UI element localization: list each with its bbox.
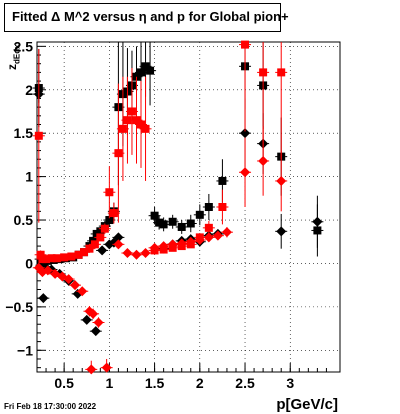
square-marker [114,149,123,158]
diamond-marker [88,308,99,319]
diamond-marker [203,232,214,243]
diamond-marker [176,238,187,249]
y-tick-label: −0.5 [5,299,33,315]
data-marks [32,40,324,375]
square-marker [80,248,89,257]
y-tick-label: 2 [25,82,33,98]
diamond-marker [167,239,178,250]
diamond-marker [185,236,196,247]
square-marker [100,224,109,233]
x-tick-label: 2 [196,375,204,391]
diamond-marker [240,128,251,139]
diamond-marker [90,326,101,337]
square-marker [168,217,177,226]
diamond-marker [240,167,251,178]
square-marker [195,210,204,219]
y-axis-label-sub: dEdx [12,44,22,64]
square-marker [105,188,114,197]
square-marker [204,203,213,211]
square-marker [241,40,250,49]
square-marker [132,116,141,125]
square-marker [150,211,159,220]
diamond-marker [131,249,142,260]
square-marker [60,253,69,262]
square-marker [96,233,105,242]
diamond-marker [122,248,133,259]
y-axis-label-main: z [5,64,19,70]
diamond-marker [276,175,287,186]
diamond-marker [194,235,205,245]
square-marker [141,124,150,133]
y-tick-label: 2.5 [14,38,34,54]
square-marker [52,254,61,263]
square-marker [177,222,186,231]
diamond-marker [113,232,124,243]
square-marker [74,250,83,259]
diamond-marker [42,265,53,276]
diamond-marker [258,155,269,166]
square-marker [137,68,146,77]
diamond-marker [140,248,151,259]
square-marker [155,218,164,227]
diamond-marker [38,293,49,304]
plot-frame [36,41,341,373]
diamond-marker [221,227,232,238]
diamond-marker [276,226,287,237]
square-marker [159,220,168,229]
square-marker [109,209,118,218]
diamond-marker [81,314,92,325]
diamond-marker [86,364,97,375]
diamond-marker [97,245,108,256]
square-marker [42,255,51,264]
square-marker [186,219,195,228]
x-axis-label: p[GeV/c] [276,396,338,413]
square-marker [96,227,105,236]
square-marker [146,66,155,75]
diamond-marker [63,274,74,285]
x-tick-label: 0.5 [54,375,74,391]
y-axis-label: zdEdx [5,44,21,70]
diamond-marker [113,239,124,250]
square-marker [127,107,136,116]
square-marker [67,252,76,261]
square-marker [218,203,227,211]
square-marker [259,68,268,77]
axis-ticks: 0.5 1 1.5 2 2.5 3 −1 −0.5 0 0.5 1 1.5 2 2.5 [5,38,327,391]
diamond-marker [77,286,88,297]
y-tick-label: −1 [17,342,33,358]
x-tick-label: 3 [286,375,294,391]
square-marker [123,116,132,125]
x-tick-label: 1 [105,375,113,391]
square-marker [204,223,213,232]
diamond-marker [101,362,112,373]
y-tick-label: 0 [25,255,33,271]
x-tick-label: 1.5 [145,375,165,391]
diamond-marker [158,241,169,252]
x-tick-label: 2.5 [235,375,255,391]
square-marker [90,240,99,249]
chart-title: Fitted Δ M^2 versus η and p for Global p… [12,9,289,24]
diamond-marker [312,216,323,227]
square-marker [218,176,227,185]
y-tick-label: 0.5 [14,212,34,228]
square-marker [118,124,127,133]
y-tick-label: 1.5 [14,125,34,141]
square-marker [85,244,94,253]
square-marker [105,216,114,225]
diamond-marker [149,242,160,253]
square-marker [34,131,43,140]
title-box: Fitted Δ M^2 versus η and p for Global p… [4,3,289,32]
y-tick-label: 1 [25,169,33,185]
diamond-marker [93,317,104,328]
square-marker [277,68,286,77]
grid-lines [37,42,340,372]
square-marker [36,250,45,259]
timestamp: Fri Feb 18 17:30:00 2022 [4,402,97,411]
square-marker [137,120,146,129]
diamond-marker [69,280,80,291]
square-marker [141,62,150,71]
series-3 [32,126,288,375]
diamond-marker [212,230,223,241]
